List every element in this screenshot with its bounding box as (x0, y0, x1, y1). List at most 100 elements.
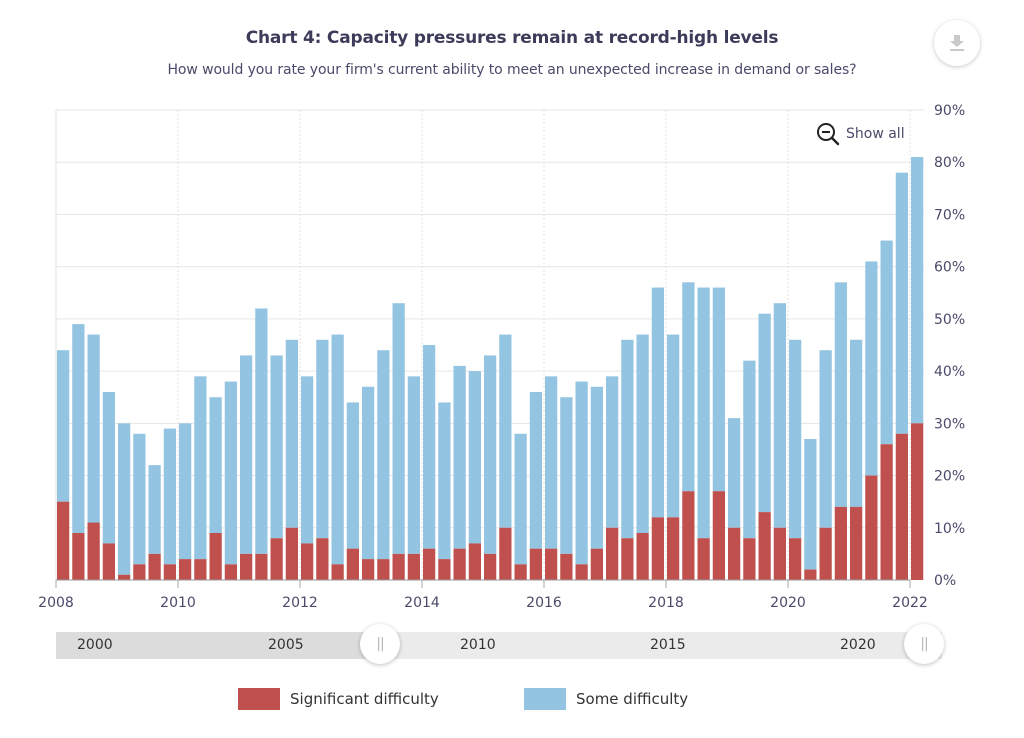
bar-significant-difficulty (499, 527, 512, 580)
bar-significant-difficulty (331, 564, 344, 580)
bar-significant-difficulty (667, 517, 680, 580)
zoom-out-icon (817, 123, 840, 146)
bar-some-difficulty (850, 339, 863, 507)
bar-significant-difficulty (209, 533, 222, 580)
y-tick-label: 90% (934, 103, 965, 119)
range-navigator[interactable]: 2000 2005 2010 2015 2020 || || (56, 624, 944, 664)
x-tick-label: 2022 (892, 595, 928, 611)
y-tick-label: 20% (934, 469, 965, 485)
bar-significant-difficulty (240, 553, 253, 580)
bar-some-difficulty (667, 334, 680, 518)
bar-significant-difficulty (560, 553, 573, 580)
bar-significant-difficulty (545, 548, 558, 580)
bar-significant-difficulty (590, 548, 603, 580)
chart-legend: Significant difficulty Some difficulty (0, 688, 1024, 712)
bar-significant-difficulty (57, 501, 70, 580)
download-button[interactable] (934, 20, 980, 66)
navigator-handle-right[interactable]: || (904, 624, 944, 664)
bar-some-difficulty (834, 282, 847, 507)
bar-significant-difficulty (179, 559, 192, 580)
show-all-button[interactable]: Show all (816, 122, 905, 146)
y-tick-label: 40% (934, 364, 965, 380)
bar-some-difficulty (438, 402, 451, 560)
bar-some-difficulty (148, 465, 161, 554)
y-axis: 0% 10% 20% 30% 40% 50% 60% 70% 80% 90% (934, 103, 965, 589)
bar-significant-difficulty (758, 512, 771, 580)
bar-some-difficulty (865, 261, 878, 476)
bar-significant-difficulty (163, 564, 176, 580)
bar-significant-difficulty (224, 564, 237, 580)
navigator-label: 2010 (460, 637, 496, 653)
bar-some-difficulty (224, 381, 237, 565)
bar-some-difficulty (514, 433, 527, 565)
bar-some-difficulty (118, 423, 131, 575)
navigator-label: 2005 (268, 637, 304, 653)
bar-some-difficulty (240, 355, 253, 554)
bar-significant-difficulty (87, 522, 100, 580)
bar-some-difficulty (545, 376, 558, 549)
bar-significant-difficulty (148, 553, 161, 580)
bar-significant-difficulty (865, 475, 878, 580)
x-tick-label: 2016 (526, 595, 562, 611)
bar-some-difficulty (346, 402, 359, 549)
navigator-label: 2015 (650, 637, 686, 653)
bar-significant-difficulty (285, 527, 298, 580)
bar-significant-difficulty (712, 491, 725, 580)
bar-some-difficulty (880, 240, 893, 445)
bar-significant-difficulty (895, 433, 908, 580)
legend-swatch (524, 688, 566, 710)
bar-some-difficulty (377, 350, 390, 560)
bar-some-difficulty (499, 334, 512, 528)
bar-significant-difficulty (133, 564, 146, 580)
bar-significant-difficulty (118, 574, 131, 580)
y-tick-label: 60% (934, 260, 965, 276)
bar-significant-difficulty (636, 533, 649, 580)
bar-significant-difficulty (621, 538, 634, 580)
bar-significant-difficulty (270, 538, 283, 580)
bar-some-difficulty (362, 386, 375, 560)
bar-some-difficulty (895, 172, 908, 434)
bar-some-difficulty (57, 350, 70, 502)
legend-item-significant-difficulty[interactable]: Significant difficulty (238, 688, 439, 710)
bar-significant-difficulty (651, 517, 664, 580)
bar-significant-difficulty (514, 564, 527, 580)
bar-some-difficulty (621, 339, 634, 539)
navigator-handle-left[interactable]: || (360, 624, 400, 664)
bar-some-difficulty (301, 376, 314, 544)
navigator-unselected-region[interactable] (56, 632, 380, 659)
navigator-label: 2000 (77, 637, 113, 653)
bar-significant-difficulty (773, 527, 786, 580)
bar-significant-difficulty (316, 538, 329, 580)
y-tick-label: 10% (934, 521, 965, 537)
bar-some-difficulty (255, 308, 268, 554)
bar-series (57, 157, 924, 580)
bar-significant-difficulty (834, 506, 847, 580)
y-tick-label: 0% (934, 573, 956, 589)
legend-label: Some difficulty (576, 690, 689, 708)
bar-some-difficulty (453, 365, 466, 549)
bar-some-difficulty (316, 339, 329, 539)
x-tick-label: 2020 (770, 595, 806, 611)
chart-canvas: 0%10%20%30%40%50%60%70%80%90% 2008 2010 20… (38, 103, 965, 611)
y-tick-label: 50% (934, 312, 965, 328)
legend-item-some-difficulty[interactable]: Some difficulty (524, 688, 688, 710)
bar-some-difficulty (697, 287, 710, 539)
legend-label: Significant difficulty (290, 690, 439, 708)
bar-significant-difficulty (438, 559, 451, 580)
bar-some-difficulty (636, 334, 649, 533)
bar-some-difficulty (789, 339, 802, 539)
bar-significant-difficulty (423, 548, 436, 580)
bar-significant-difficulty (606, 527, 619, 580)
y-tick-label: 30% (934, 416, 965, 432)
bar-some-difficulty (331, 334, 344, 565)
bar-significant-difficulty (819, 527, 832, 580)
bar-significant-difficulty (697, 538, 710, 580)
chart-subtitle: How would you rate your firm's current a… (167, 62, 857, 78)
bar-significant-difficulty (72, 533, 85, 580)
bar-some-difficulty (484, 355, 497, 554)
bar-some-difficulty (209, 397, 222, 533)
x-tick-label: 2010 (160, 595, 196, 611)
x-tick-label: 2008 (38, 595, 74, 611)
y-tick-label: 70% (934, 207, 965, 223)
bar-some-difficulty (194, 376, 207, 560)
